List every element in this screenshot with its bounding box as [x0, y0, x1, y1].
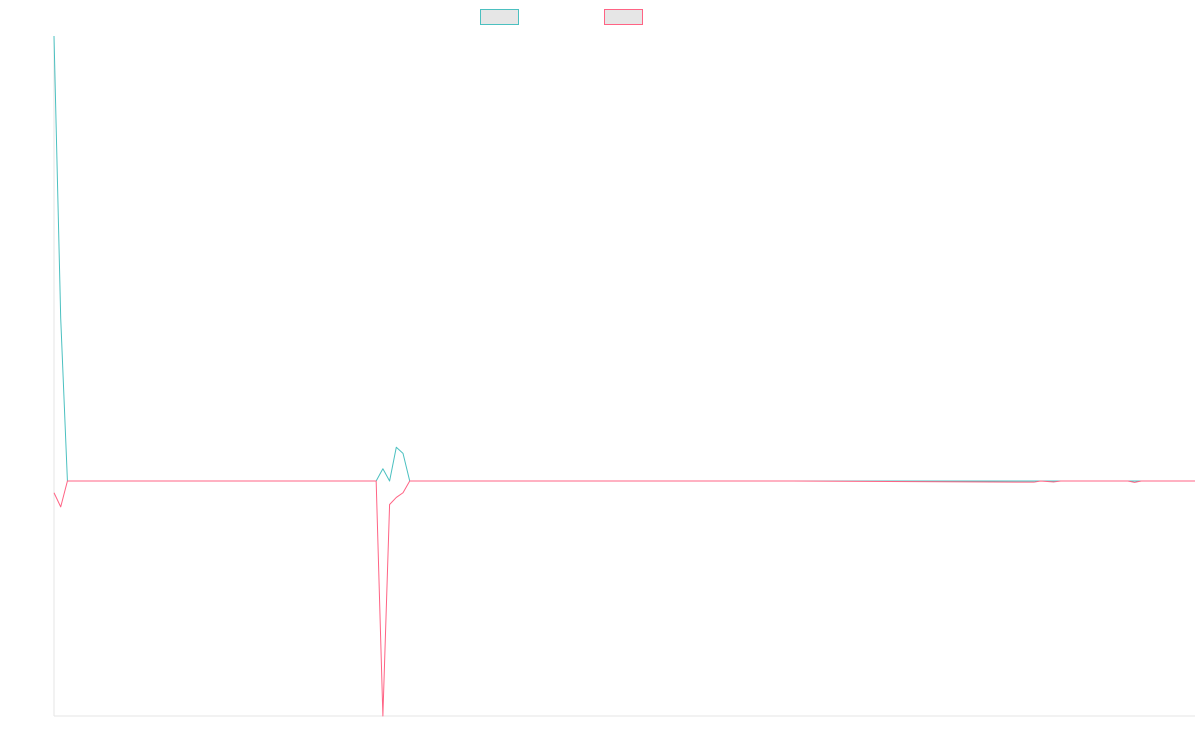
legend-swatch-series-1[interactable] — [480, 9, 519, 25]
chart-plot-area — [53, 35, 1195, 717]
series-line-2 — [53, 480, 1195, 717]
legend-swatch-series-2[interactable] — [604, 9, 643, 25]
chart-axes — [53, 36, 1195, 717]
series-line-1 — [53, 35, 1195, 482]
